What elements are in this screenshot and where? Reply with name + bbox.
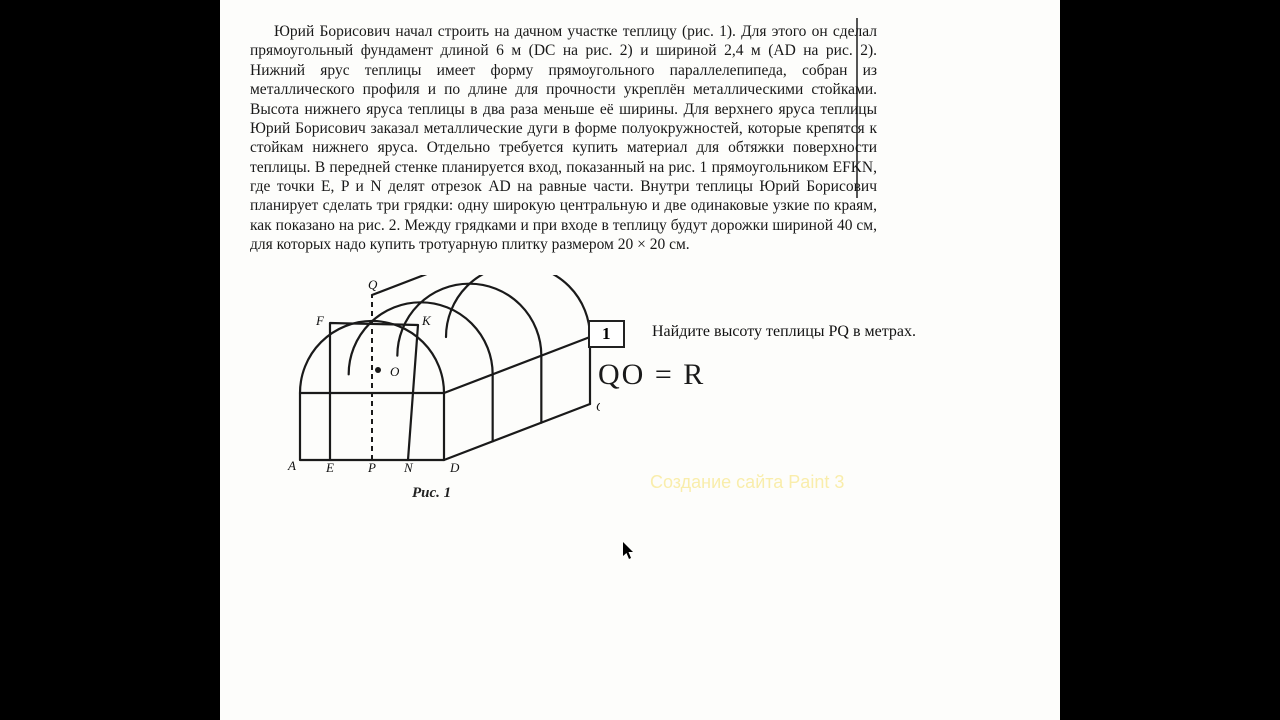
problem-paragraph: Юрий Борисович начал строить на дачном у… xyxy=(250,22,877,255)
svg-text:K: K xyxy=(421,313,432,328)
svg-text:C: C xyxy=(596,399,600,414)
paragraph-text: Юрий Борисович начал строить на дачном у… xyxy=(250,23,877,253)
watermark-text: Создание сайта Paint 3 xyxy=(650,472,844,493)
question-text-span: Найдите высоту теплицы PQ в метрах. xyxy=(652,323,916,340)
svg-text:D: D xyxy=(449,460,460,475)
svg-text:E: E xyxy=(325,460,334,475)
svg-text:F: F xyxy=(315,313,325,328)
question-number-box: 1 xyxy=(588,320,625,348)
mouse-cursor-icon xyxy=(622,541,636,561)
question-number: 1 xyxy=(602,324,611,343)
svg-text:A: A xyxy=(287,458,296,473)
svg-text:O: O xyxy=(390,364,400,379)
handwritten-note: QO = R xyxy=(598,358,705,392)
svg-text:N: N xyxy=(403,460,414,475)
question-text: Найдите высоту теплицы PQ в метрах. xyxy=(652,323,916,341)
figure-caption: Рис. 1 xyxy=(412,485,451,502)
svg-text:Q: Q xyxy=(368,277,378,292)
svg-text:P: P xyxy=(367,460,376,475)
greenhouse-figure: A E P N D F K Q O C xyxy=(260,275,600,505)
